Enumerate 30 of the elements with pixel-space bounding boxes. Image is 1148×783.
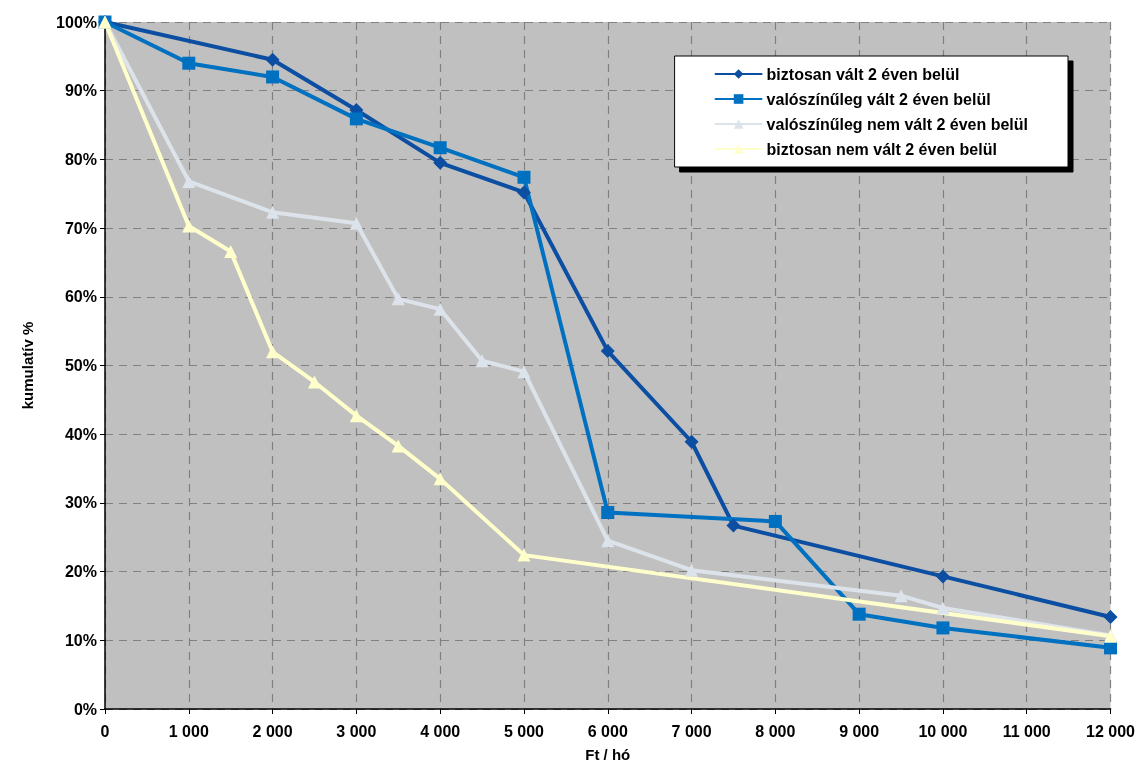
x-tick-label: 5 000 xyxy=(503,722,545,740)
y-tick-label: 30% xyxy=(64,494,97,512)
y-tick-label: 0% xyxy=(73,700,97,718)
x-tick-label: 2 000 xyxy=(252,722,293,740)
y-tick-label: 80% xyxy=(64,150,97,168)
y-tick-label: 20% xyxy=(64,563,97,581)
y-tick-label: 100% xyxy=(56,13,97,31)
x-tick-label: 12 000 xyxy=(1086,722,1136,740)
x-tick-label: 10 000 xyxy=(918,722,968,740)
y-tick-label: 90% xyxy=(64,82,97,100)
y-tick-label: 60% xyxy=(64,288,97,306)
x-axis-title: Ft / hó xyxy=(585,746,631,763)
y-tick-label: 50% xyxy=(64,357,97,374)
y-axis-title: kumulatív % xyxy=(19,321,36,410)
x-tick-label: 4 000 xyxy=(420,722,461,740)
x-tick-label: 11 000 xyxy=(1002,722,1051,740)
x-tick-label: 9 000 xyxy=(839,722,880,740)
y-tick-label: 40% xyxy=(64,425,97,443)
x-tick-label: 8 000 xyxy=(755,722,796,740)
legend-label: valószínűleg vált 2 éven belül xyxy=(766,90,991,108)
x-tick-label: 3 000 xyxy=(336,722,377,740)
x-tick-label: 0 xyxy=(100,722,110,740)
legend-label: biztosan nem vált 2 éven belül xyxy=(766,140,997,158)
x-tick-label: 6 000 xyxy=(587,722,628,740)
legend-label: valószínűleg nem vált 2 éven belül xyxy=(766,115,1028,133)
x-tick-label: 7 000 xyxy=(671,722,712,740)
legend-label: biztosan vált 2 éven belül xyxy=(766,65,960,83)
y-tick-label: 10% xyxy=(64,631,97,649)
x-tick-label: 1 000 xyxy=(168,722,209,740)
y-tick-label: 70% xyxy=(64,219,97,237)
